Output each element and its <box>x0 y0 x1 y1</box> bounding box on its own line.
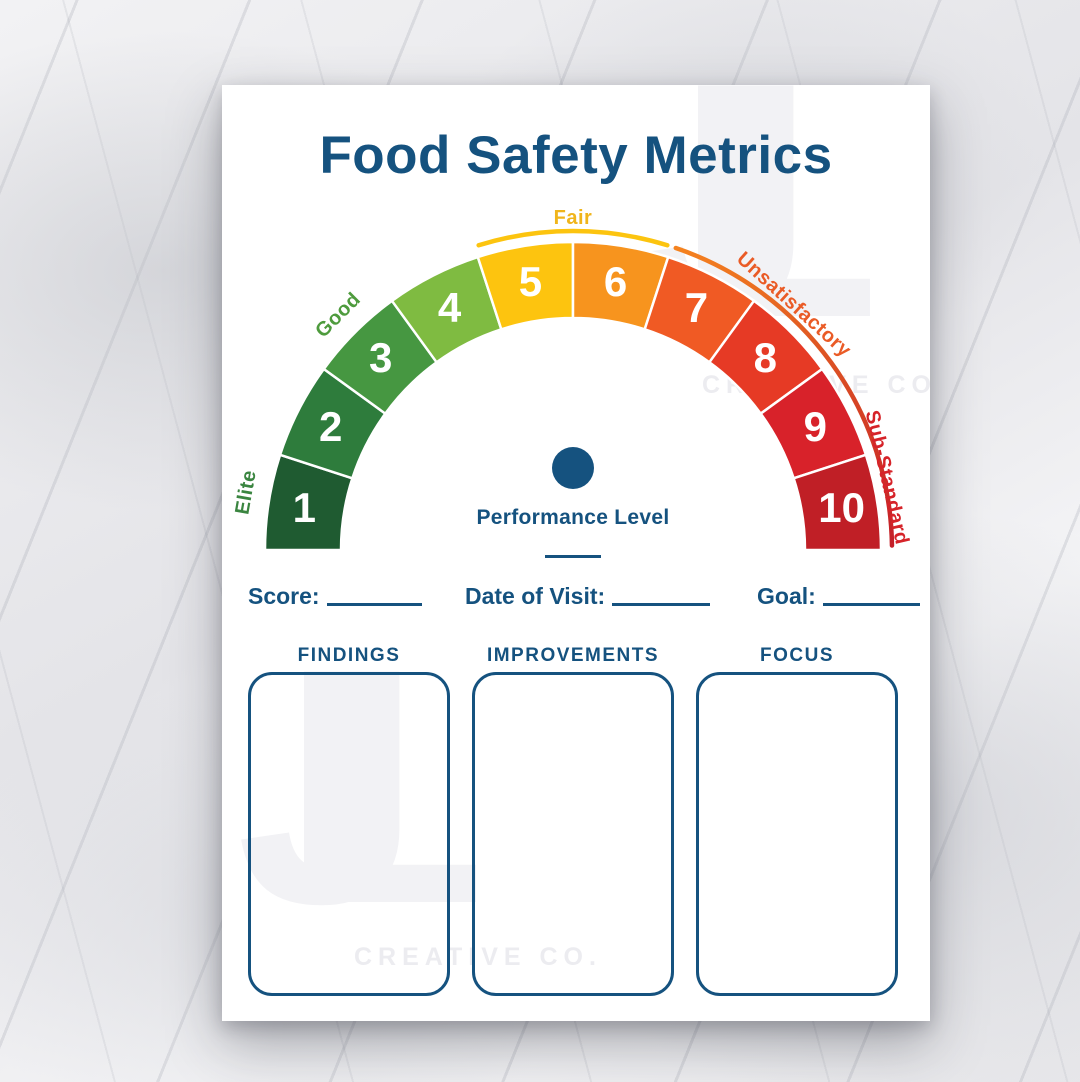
page-title: Food Safety Metrics <box>319 126 833 185</box>
findings-box <box>248 672 450 996</box>
gauge-segment-number-3: 3 <box>369 334 392 381</box>
goal-label: Goal: <box>757 583 816 609</box>
gauge-segment-number-6: 6 <box>604 258 627 305</box>
goal-blank-line <box>822 588 920 606</box>
improvements-box <box>472 672 674 996</box>
findings-heading: FINDINGS <box>297 645 401 666</box>
improvements-heading: IMPROVEMENTS <box>486 645 660 666</box>
gauge-range-arc <box>476 228 670 248</box>
gauge-segment-10 <box>792 453 883 551</box>
gauge-segment-number-10: 10 <box>818 484 865 531</box>
performance-level-underline <box>545 555 601 558</box>
date-of-visit-field: Date of Visit: <box>465 583 711 610</box>
gauge-center-dot <box>552 447 594 489</box>
date-of-visit-blank-line <box>612 588 711 606</box>
gauge-segment-number-7: 7 <box>685 284 708 331</box>
gauge-segment-number-5: 5 <box>519 258 542 305</box>
gauge-segment-number-8: 8 <box>754 334 777 381</box>
gauge-segment-number-1: 1 <box>293 484 316 531</box>
performance-level-label: Performance Level <box>476 506 670 529</box>
gauge-range-arc <box>673 245 895 548</box>
focus-box <box>696 672 898 996</box>
score-label: Score: <box>248 583 320 609</box>
gauge-segment-number-4: 4 <box>438 284 462 331</box>
score-field: Score: <box>248 583 422 610</box>
score-blank-line <box>326 588 422 606</box>
gauge-range-label: Fair <box>554 207 593 229</box>
gauge-segment-number-9: 9 <box>804 403 827 450</box>
date-of-visit-label: Date of Visit: <box>465 583 606 609</box>
document-page: JL CREATIVE CO. JL CREATIVE CO. Food Saf… <box>222 85 930 1021</box>
focus-heading: FOCUS <box>760 645 834 666</box>
fill-in-fields-row: Score: Date of Visit: Goal: <box>222 583 930 615</box>
gauge-segment-number-2: 2 <box>319 403 342 450</box>
goal-field: Goal: <box>757 583 920 610</box>
